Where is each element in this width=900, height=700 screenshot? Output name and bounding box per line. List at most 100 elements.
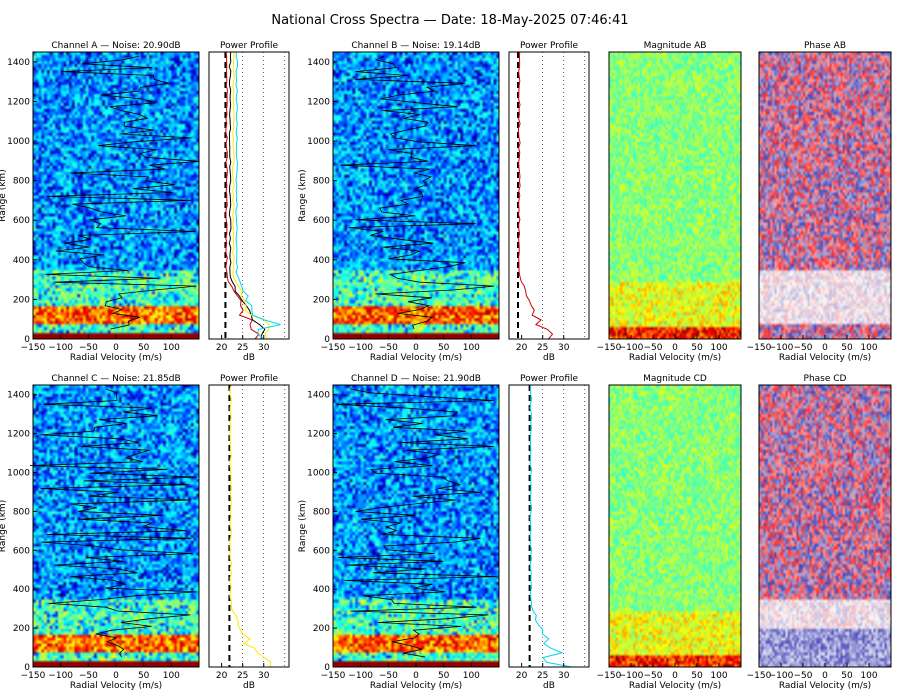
magnitude-ab-xtick-label: 50 xyxy=(691,343,703,353)
channel-b-ytick-label: 1000 xyxy=(307,137,330,147)
channel-c-ytick-label: 0 xyxy=(24,663,30,673)
power-profile-c-series-line xyxy=(229,384,272,668)
power-profile-a-xtick-label: 30 xyxy=(258,343,270,353)
channel-d-ytick-label: 400 xyxy=(313,585,330,595)
power-profile-b-frame xyxy=(508,51,590,340)
magnitude-cd-xtick-label: −100 xyxy=(619,671,644,681)
channel-b-ytick-label: 400 xyxy=(313,256,330,266)
magnitude-ab-xtick-label: −100 xyxy=(619,343,644,353)
panel-grid: −150 −100 −50 0 50 10002004006008001000120014… xyxy=(0,41,892,691)
channel-a-ylabel: Range (km) xyxy=(0,169,8,221)
channel-c-heatmap xyxy=(33,385,199,667)
channel-c-xtick-label: 0 xyxy=(113,671,119,681)
magnitude-cd-xlabel: Radial Velocity (m/s) xyxy=(629,681,721,691)
phase-cd-xtick-label: −150 xyxy=(747,671,772,681)
channel-b-xtick-label: 50 xyxy=(438,343,450,353)
magnitude-ab-panel: −150−100 −50 0 50 100 Magnitude AB Radial Velo… xyxy=(597,41,742,363)
channel-a-xtick-label: 50 xyxy=(138,343,150,353)
phase-ab-heatmap xyxy=(759,52,891,339)
phase-cd-xtick-label: −100 xyxy=(769,671,794,681)
power-profile-c-title: Power Profile xyxy=(220,374,279,384)
phase-ab-xtick-label: −50 xyxy=(794,343,813,353)
power-profile-a-xtick-label: 25 xyxy=(237,343,248,353)
channel-a-xtick-label: −150 xyxy=(21,343,46,353)
power-profile-b-xtick-label: 25 xyxy=(537,343,548,353)
phase-ab-xtick-label: −150 xyxy=(747,343,772,353)
channel-c-ytick-label: 200 xyxy=(13,624,30,634)
phase-ab-xtick-label: 0 xyxy=(822,343,828,353)
channel-c-xtick-label: 50 xyxy=(138,671,150,681)
channel-d-ytick-label: 1000 xyxy=(307,469,330,479)
channel-d-heatmap xyxy=(333,385,499,667)
channel-c-xtick-label: −100 xyxy=(48,671,73,681)
channel-a-panel: −150 −100 −50 0 50 10002004006008001000120014… xyxy=(0,41,200,363)
power-profile-b-panel: 20 25 30 Power Profile dB xyxy=(508,41,590,363)
power-profile-d-xlabel: dB xyxy=(543,681,555,691)
magnitude-ab-xtick-label: −150 xyxy=(597,343,622,353)
figure-title: National Cross Spectra — Date: 18-May-20… xyxy=(271,13,628,28)
phase-ab-title: Phase AB xyxy=(804,41,846,51)
phase-ab-xlabel: Radial Velocity (m/s) xyxy=(779,353,871,363)
power-profile-c-panel: 20 25 30 Power Profile dB xyxy=(208,374,290,691)
power-profile-b-xtick-label: 20 xyxy=(516,343,528,353)
phase-cd-xlabel: Radial Velocity (m/s) xyxy=(779,681,871,691)
channel-b-xtick-label: 0 xyxy=(413,343,419,353)
channel-b-ytick-label: 200 xyxy=(313,295,330,305)
channel-a-xtick-label: 100 xyxy=(163,343,180,353)
power-profile-b-series-line xyxy=(517,51,554,340)
channel-b-doppler-trace xyxy=(340,55,495,330)
channel-a-xtick-label: 0 xyxy=(113,343,119,353)
channel-a-xtick-label: −50 xyxy=(79,343,98,353)
magnitude-cd-xtick-label: 100 xyxy=(710,671,727,681)
power-profile-d-series-line xyxy=(529,384,572,668)
power-profile-b-title: Power Profile xyxy=(520,41,579,51)
power-profile-a-xlabel: dB xyxy=(243,353,255,363)
magnitude-cd-xtick-label: 50 xyxy=(691,671,703,681)
channel-c-ytick-label: 1000 xyxy=(7,469,30,479)
power-profile-d-xtick-label: 20 xyxy=(516,671,528,681)
channel-c-panel: −150 −100 −50 0 50 10002004006008001000120014… xyxy=(0,374,200,691)
channel-d-xtick-label: 100 xyxy=(463,671,480,681)
channel-c-xtick-label: −50 xyxy=(79,671,98,681)
channel-d-title: Channel D — Noise: 21.90dB xyxy=(351,374,481,384)
channel-d-xtick-label: −100 xyxy=(348,671,373,681)
channel-d-xtick-label: 50 xyxy=(438,671,450,681)
power-profile-a-frame xyxy=(208,51,290,340)
channel-a-ytick-label: 200 xyxy=(13,295,30,305)
channel-b-xlabel: Radial Velocity (m/s) xyxy=(370,353,462,363)
power-profile-a-title: Power Profile xyxy=(220,41,279,51)
channel-d-doppler-trace xyxy=(336,388,498,658)
channel-a-ytick-label: 400 xyxy=(13,256,30,266)
power-profile-d-xtick-label: 30 xyxy=(558,671,570,681)
channel-d-ytick-label: 1200 xyxy=(307,430,330,440)
phase-cd-title: Phase CD xyxy=(804,374,847,384)
channel-c-title: Channel C — Noise: 21.85dB xyxy=(51,374,180,384)
channel-c-doppler-trace xyxy=(29,388,198,658)
channel-a-xlabel: Radial Velocity (m/s) xyxy=(70,353,162,363)
channel-b-ytick-label: 1200 xyxy=(307,97,330,107)
channel-b-title: Channel B — Noise: 19.14dB xyxy=(351,41,480,51)
channel-b-xtick-label: −50 xyxy=(379,343,398,353)
phase-cd-xtick-label: −50 xyxy=(794,671,813,681)
phase-ab-xtick-label: 100 xyxy=(860,343,877,353)
power-profile-d-xtick-label: 25 xyxy=(537,671,548,681)
channel-b-xtick-label: −150 xyxy=(321,343,346,353)
channel-a-ytick-label: 1200 xyxy=(7,97,30,107)
channel-c-ytick-label: 800 xyxy=(13,507,30,517)
power-profile-a-series-line xyxy=(228,51,266,340)
channel-c-ytick-label: 600 xyxy=(13,546,30,556)
channel-c-ytick-label: 400 xyxy=(13,585,30,595)
power-profile-b-xlabel: dB xyxy=(543,353,555,363)
magnitude-ab-xlabel: Radial Velocity (m/s) xyxy=(629,353,721,363)
power-profile-c-xtick-label: 30 xyxy=(258,671,270,681)
power-profile-a-series-line xyxy=(225,51,260,340)
power-profile-a-series-line xyxy=(235,51,281,340)
power-profile-d-panel: 20 25 30 Power Profile dB xyxy=(508,374,590,691)
channel-b-panel: −150 −100 −50 0 50 10002004006008001000120014… xyxy=(298,41,500,363)
magnitude-ab-heatmap xyxy=(609,52,741,339)
channel-b-xtick-label: −100 xyxy=(348,343,373,353)
channel-c-ytick-label: 1200 xyxy=(7,430,30,440)
magnitude-cd-panel: −150−100 −50 0 50 100 Magnitude CD Radial Velo… xyxy=(597,374,742,691)
power-profile-c-xlabel: dB xyxy=(243,681,255,691)
channel-c-xtick-label: 100 xyxy=(163,671,180,681)
